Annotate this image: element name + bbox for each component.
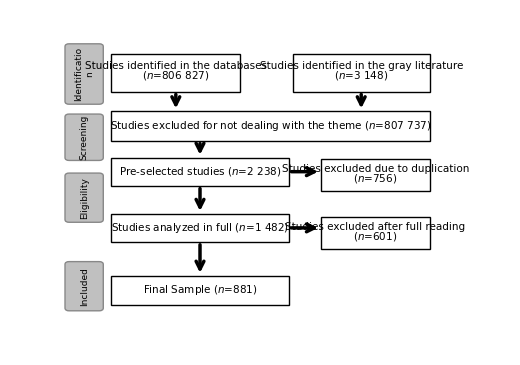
Text: Included: Included — [80, 267, 88, 306]
FancyBboxPatch shape — [65, 44, 103, 104]
FancyBboxPatch shape — [65, 262, 103, 311]
FancyBboxPatch shape — [111, 54, 240, 92]
Text: Pre-selected studies ($\it{n}$=2 238): Pre-selected studies ($\it{n}$=2 238) — [119, 165, 281, 178]
Text: Identificatio
n: Identificatio n — [74, 47, 94, 101]
Text: ($\it{n}$=3 148): ($\it{n}$=3 148) — [334, 69, 388, 82]
FancyBboxPatch shape — [111, 158, 289, 186]
FancyBboxPatch shape — [65, 173, 103, 222]
Text: Final Sample ($\it{n}$=881): Final Sample ($\it{n}$=881) — [143, 283, 257, 297]
Text: Eligibility: Eligibility — [80, 177, 88, 219]
FancyBboxPatch shape — [111, 276, 289, 305]
FancyBboxPatch shape — [111, 214, 289, 242]
Text: Studies analyzed in full ($\it{n}$=1 482): Studies analyzed in full ($\it{n}$=1 482… — [111, 221, 289, 235]
FancyBboxPatch shape — [321, 159, 430, 191]
FancyBboxPatch shape — [111, 111, 430, 141]
FancyBboxPatch shape — [65, 114, 103, 161]
FancyBboxPatch shape — [293, 54, 430, 92]
Text: Studies excluded after full reading: Studies excluded after full reading — [285, 222, 465, 232]
Text: Studies excluded for not dealing with the theme ($\it{n}$=807 737): Studies excluded for not dealing with th… — [110, 119, 431, 133]
Text: Studies excluded due to duplication: Studies excluded due to duplication — [282, 164, 469, 174]
Text: Screening: Screening — [80, 115, 88, 160]
Text: ($\it{n}$=806 827): ($\it{n}$=806 827) — [142, 69, 210, 82]
Text: Studies identified in the gray literature: Studies identified in the gray literatur… — [259, 61, 463, 72]
Text: ($\it{n}$=756): ($\it{n}$=756) — [353, 172, 397, 185]
Text: Studies identified in the databases: Studies identified in the databases — [85, 61, 267, 72]
Text: ($\it{n}$=601): ($\it{n}$=601) — [353, 230, 397, 243]
FancyBboxPatch shape — [321, 217, 430, 249]
